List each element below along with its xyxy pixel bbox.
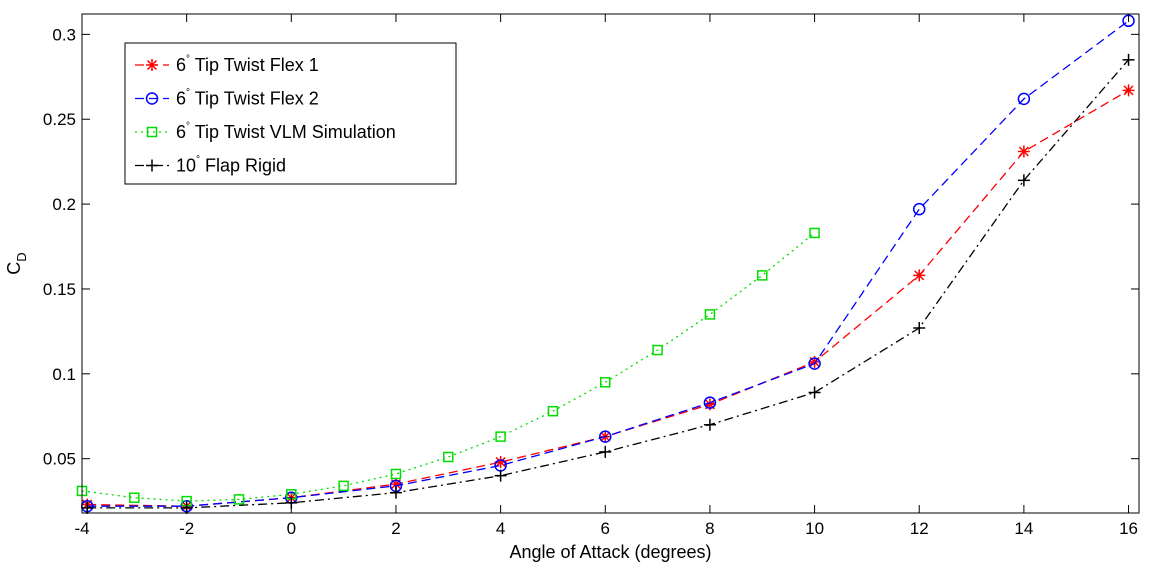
data-point xyxy=(81,501,94,514)
legend-marker xyxy=(146,59,158,71)
legend-label: 10° Flap Rigid xyxy=(176,155,286,176)
data-point xyxy=(1122,84,1135,97)
x-tick-label: 6 xyxy=(601,519,610,538)
x-tick-label: 0 xyxy=(287,519,296,538)
legend-label-number: 6 xyxy=(176,89,186,109)
data-point xyxy=(1122,53,1135,66)
legend-item: 10° Flap Rigid xyxy=(135,155,286,176)
y-tick-label: 0.2 xyxy=(52,195,76,214)
data-point xyxy=(233,494,245,505)
series-line xyxy=(87,20,1129,507)
legend-item: 6° Tip Twist VLM Simulation xyxy=(135,121,396,142)
data-point xyxy=(704,309,716,320)
plot-frame xyxy=(81,13,1140,514)
degree-symbol: ° xyxy=(186,121,190,132)
legend-item: 6° Tip Twist Flex 2 xyxy=(135,88,319,109)
data-point xyxy=(756,270,768,281)
legend-label-number: 10 xyxy=(176,156,196,176)
ticks-layer: -4 -2 0 2 4 6 8 10 12 14 16 0.05 0.1 0.15 0.2 0.25 0.3 xyxy=(43,14,1139,538)
x-tick-label: 10 xyxy=(805,519,824,538)
y-tick-label: 0.25 xyxy=(43,110,76,129)
legend-marker xyxy=(146,159,158,172)
data-point xyxy=(389,486,402,499)
data-point xyxy=(808,386,821,399)
data-point xyxy=(1017,92,1031,106)
data-point xyxy=(703,418,716,431)
data-point xyxy=(1017,145,1030,158)
x-axis-label: Angle of Attack (degrees) xyxy=(509,542,711,562)
legend-label-text: Tip Twist Flex 1 xyxy=(190,55,319,75)
legend-marker xyxy=(146,126,158,138)
data-point xyxy=(600,377,611,388)
legend-label-text: Tip Twist VLM Simulation xyxy=(190,122,396,142)
data-point xyxy=(809,227,820,239)
data-point xyxy=(808,357,821,370)
legend-box xyxy=(124,42,457,185)
series-line xyxy=(81,232,816,502)
x-tick-label: 12 xyxy=(910,519,929,538)
x-tick-label: 4 xyxy=(496,519,505,538)
data-point xyxy=(495,431,506,442)
data-point xyxy=(547,405,559,417)
data-point xyxy=(599,430,612,443)
legend-item: 6° Tip Twist Flex 1 xyxy=(135,54,319,75)
data-point xyxy=(1017,174,1030,187)
x-tick-label: -2 xyxy=(179,519,194,538)
data-point xyxy=(443,451,454,463)
data-point xyxy=(338,480,349,492)
data-point xyxy=(599,445,612,458)
y-axis-label: CD xyxy=(4,252,29,274)
legend-label-number: 6 xyxy=(176,122,186,142)
x-tick-label: 14 xyxy=(1014,519,1033,538)
data-point xyxy=(703,396,717,409)
series-layer xyxy=(76,14,1135,514)
legend-label-text: Flap Rigid xyxy=(200,156,286,176)
legend-label-number: 6 xyxy=(176,55,186,75)
legend-marker xyxy=(145,92,159,105)
degree-symbol: ° xyxy=(186,88,190,99)
x-tick-label: -4 xyxy=(74,519,89,538)
degree-symbol: ° xyxy=(196,155,200,166)
x-tick-label: 8 xyxy=(705,519,714,538)
x-tick-label: 16 xyxy=(1119,519,1138,538)
data-point xyxy=(913,269,926,282)
data-point xyxy=(912,202,926,216)
data-point xyxy=(129,492,140,503)
legend-label: 6° Tip Twist Flex 2 xyxy=(176,88,319,109)
y-tick-label: 0.15 xyxy=(43,280,76,299)
legend-label: 6° Tip Twist Flex 1 xyxy=(176,54,319,75)
degree-symbol: ° xyxy=(186,54,190,65)
series-2 xyxy=(80,14,1135,513)
x-tick-label: 2 xyxy=(391,519,400,538)
data-point xyxy=(913,321,926,334)
y-tick-label: 0.05 xyxy=(43,450,76,469)
y-axis-label-subscript: D xyxy=(14,252,29,261)
data-point xyxy=(494,469,507,482)
legend-label-text: Tip Twist Flex 2 xyxy=(190,89,319,109)
y-axis-label-main: C xyxy=(4,262,24,275)
legend-label: 6° Tip Twist VLM Simulation xyxy=(176,121,396,142)
data-point xyxy=(652,344,663,356)
data-point xyxy=(390,468,402,480)
y-tick-label: 0.3 xyxy=(52,25,76,44)
y-tick-label: 0.1 xyxy=(52,365,76,384)
legend: 6° Tip Twist Flex 16° Tip Twist Flex 26°… xyxy=(124,42,457,185)
